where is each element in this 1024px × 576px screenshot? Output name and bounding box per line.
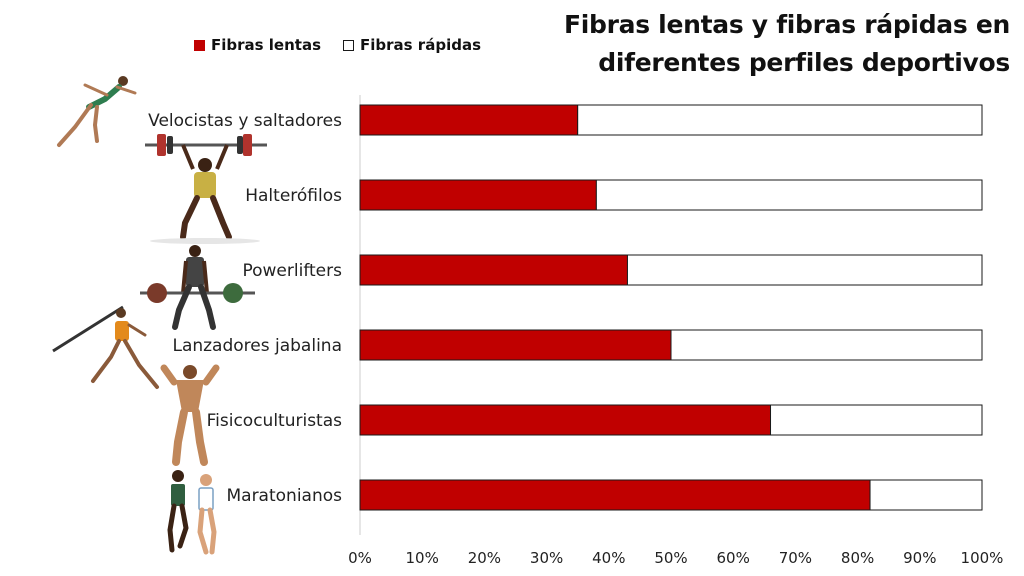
x-tick-label: 60% [717,549,750,567]
bar-slow-5 [359,479,871,511]
bar-slow-1 [359,179,597,211]
marathon-runners-icon [167,470,217,555]
bar-fast-1 [595,179,983,211]
bar-slow-3 [359,329,672,361]
x-tick-label: 70% [779,549,812,567]
legend-label-slow: Fibras lentas [211,36,322,54]
legend: Fibras lentas Fibras rápidas [194,36,503,54]
legend-item-slow: Fibras lentas [194,36,321,54]
x-tick-label: 10% [406,549,439,567]
bar-fast-4 [770,404,983,436]
legend-swatch-fast [343,39,355,51]
x-tick-label: 20% [468,549,501,567]
category-label: Halterófilos [245,186,342,206]
category-label: Fisicoculturistas [207,411,343,431]
legend-label-fast: Fibras rápidas [360,36,481,54]
bodybuilder-icon [160,364,220,466]
bar-slow-2 [359,254,628,286]
bar-slow-4 [359,404,772,436]
x-tick-label: 80% [841,549,874,567]
bar-slow-0 [359,104,579,136]
bar-fast-0 [577,104,983,136]
x-tick-label: 50% [654,549,687,567]
x-tick-label: 40% [592,549,625,567]
x-tick-label: 90% [903,549,936,567]
legend-item-fast: Fibras rápidas [343,36,481,54]
chart-title: Fibras lentas y fibras rápidas en difere… [563,10,1010,77]
x-tick-label: 100% [961,549,1004,567]
bar-fast-5 [869,479,983,511]
bar-fast-2 [626,254,983,286]
category-label: Powerlifters [242,261,342,281]
category-label: Maratonianos [226,486,342,506]
javelin-thrower-icon [52,305,159,389]
bar-fast-3 [670,329,983,361]
plot-area: Velocistas y saltadores Halterófilos Power… [148,95,1003,567]
x-tick-label: 0% [348,549,372,567]
powerlifter-icon [140,245,255,330]
sprinter-icon [57,76,137,147]
x-tick-label: 30% [530,549,563,567]
weightlifter-icon [145,134,267,244]
category-label: Velocistas y saltadores [148,111,342,131]
legend-swatch-slow [194,39,205,51]
category-label: Lanzadores jabalina [172,336,342,356]
